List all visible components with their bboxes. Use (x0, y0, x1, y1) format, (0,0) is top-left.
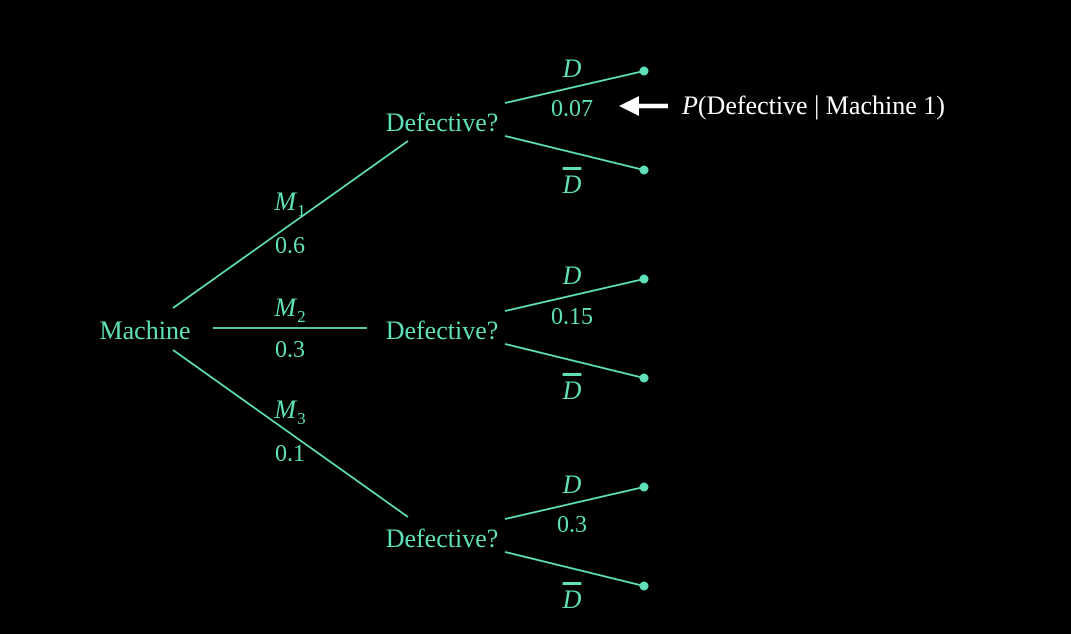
branch-line-defective-1 (504, 70, 645, 104)
leaf-3-not-defective-label: D (562, 585, 582, 614)
endpoint-dot-not-defective-3 (639, 581, 649, 591)
branch-line-defective-3 (504, 486, 645, 520)
defective-node-1: Defective? (385, 108, 499, 137)
machine-2-probability: 0.3 (275, 337, 305, 363)
branch-line-not-defective-2 (504, 343, 645, 379)
leaf-2-not-defective-label: D (562, 376, 582, 405)
endpoint-dot-defective-2 (639, 274, 649, 284)
machine-2-branch-label: M2 (274, 293, 306, 326)
branch-line-machine-1 (172, 140, 409, 309)
defective-node-2: Defective? (385, 316, 499, 345)
machine-3-probability: 0.1 (275, 441, 305, 467)
leaf-3-defective-probability: 0.3 (557, 512, 587, 538)
endpoint-dot-defective-3 (639, 482, 649, 492)
branch-line-defective-2 (504, 278, 645, 312)
defective-node-3: Defective? (385, 524, 499, 553)
leaf-1-not-defective-label: D (562, 170, 582, 199)
branch-line-not-defective-3 (504, 551, 645, 587)
leaf-1-defective-probability: 0.07 (551, 96, 593, 122)
endpoint-dot-defective-1 (639, 66, 649, 76)
left-arrow-icon (619, 96, 639, 116)
machine-3-branch-label: M3 (274, 395, 306, 428)
leaf-2-defective-label: D (562, 261, 582, 290)
conditional-probability-annotation: P(Defective | Machine 1) (682, 91, 945, 120)
leaf-1-defective-label: D (562, 54, 582, 83)
root-node-label: Machine (99, 316, 191, 345)
branch-line-machine-3 (172, 349, 409, 518)
machine-1-branch-label: M1 (274, 187, 306, 220)
leaf-2-defective-probability: 0.15 (551, 304, 593, 330)
endpoint-dot-not-defective-2 (639, 373, 649, 383)
branch-line-not-defective-1 (504, 135, 645, 171)
machine-1-probability: 0.6 (275, 233, 305, 259)
leaf-3-defective-label: D (562, 470, 582, 499)
endpoint-dot-not-defective-1 (639, 165, 649, 175)
